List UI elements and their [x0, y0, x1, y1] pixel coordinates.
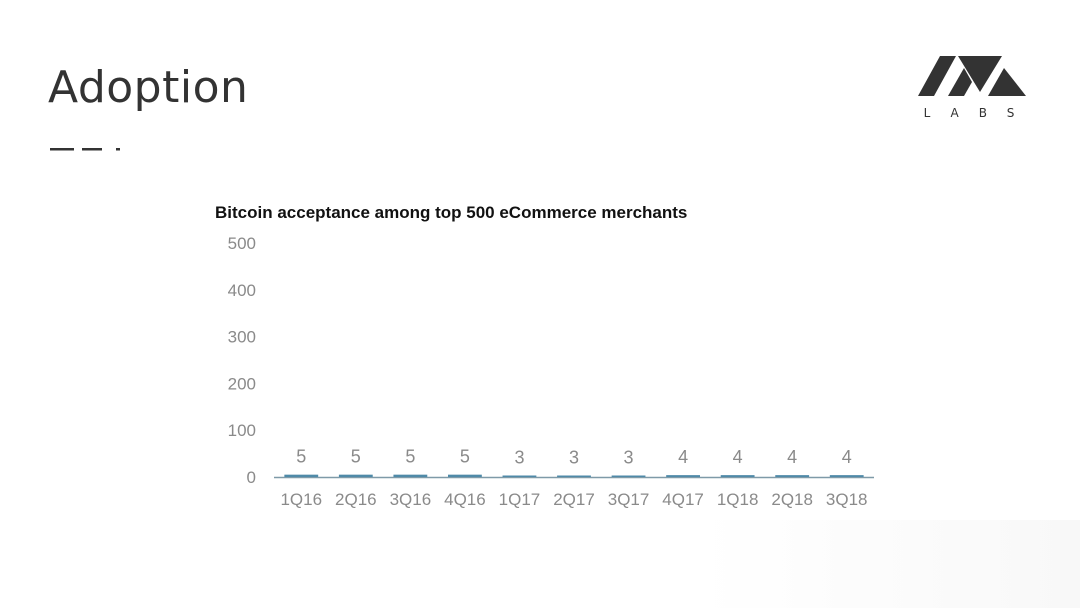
title-underline-decoration [50, 148, 120, 151]
x-tick-label: 2Q17 [553, 490, 595, 509]
bar [666, 475, 700, 477]
y-tick-label: 100 [228, 421, 256, 440]
data-label: 5 [405, 447, 415, 467]
bar [775, 475, 810, 477]
bar [829, 475, 864, 477]
data-label: 5 [296, 447, 306, 467]
bar [557, 475, 591, 477]
data-label: 4 [842, 447, 852, 467]
y-tick-label: 200 [228, 374, 256, 393]
data-label: 5 [460, 447, 470, 467]
x-tick-label: 2Q16 [335, 490, 377, 509]
x-tick-label: 4Q17 [662, 490, 704, 509]
x-tick-label: 1Q18 [717, 490, 759, 509]
chart-title: Bitcoin acceptance among top 500 eCommer… [215, 203, 688, 222]
slide-title: Adoption [48, 62, 249, 113]
bar [284, 474, 319, 477]
y-tick-label: 0 [247, 468, 256, 487]
background-shade [700, 520, 1080, 608]
x-tick-label: 1Q17 [499, 490, 541, 509]
x-tick-label: 1Q16 [280, 490, 322, 509]
y-tick-label: 500 [228, 234, 256, 253]
bar [720, 475, 755, 477]
chart-svg: 0 100 200 300 400 500 5 1Q16 5 2Q16 5 3Q16 5 4Q16 3 1Q1… [228, 234, 874, 509]
x-tick-label: 3Q16 [390, 490, 432, 509]
x-tick-label: 3Q18 [826, 490, 868, 509]
y-tick-label: 300 [228, 328, 256, 347]
bar-chart: 0 100 200 300 400 500 5 1Q16 5 2Q16 5 3Q16 5 4Q16 3 1Q1… [200, 196, 900, 526]
logo-text: LABS [923, 106, 1035, 120]
data-label: 4 [678, 447, 688, 467]
bar [611, 475, 646, 477]
bar [502, 475, 537, 477]
x-tick-label: 3Q17 [608, 490, 650, 509]
y-tick-label: 400 [228, 281, 256, 300]
bar [338, 474, 373, 477]
data-label: 3 [514, 448, 524, 468]
bar [448, 474, 482, 477]
x-tick-label: 2Q18 [771, 490, 813, 509]
data-label: 4 [733, 447, 743, 467]
data-label: 4 [787, 447, 797, 467]
data-label: 3 [624, 448, 634, 468]
data-label: 3 [569, 448, 579, 468]
logo-mark-icon [918, 56, 1026, 96]
bar [393, 474, 428, 477]
x-tick-label: 4Q16 [444, 490, 486, 509]
data-label: 5 [351, 447, 361, 467]
avalabs-logo: LABS [912, 52, 1036, 122]
